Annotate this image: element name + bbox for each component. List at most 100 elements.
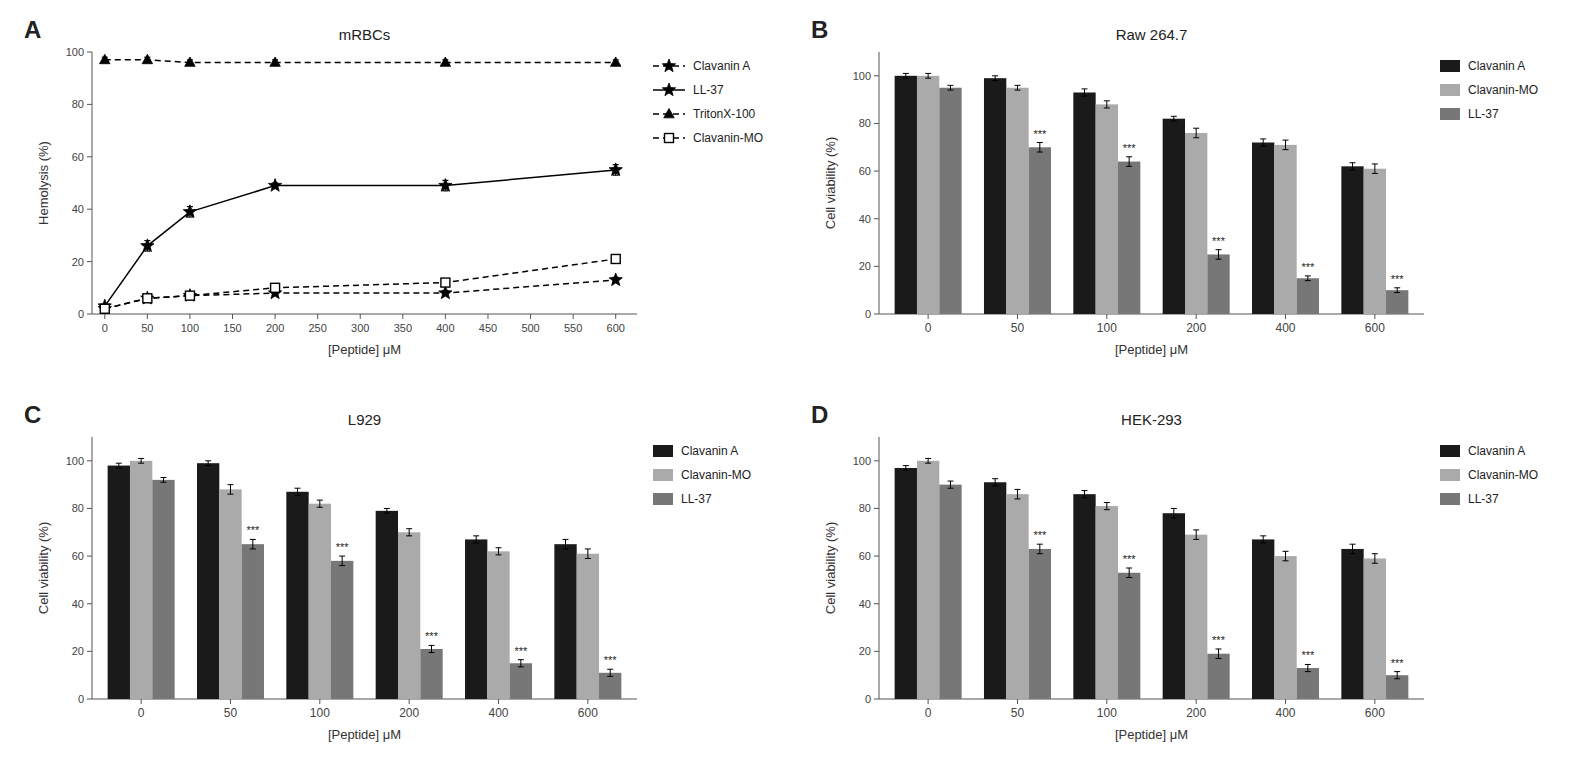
significance-marker: ***	[1212, 634, 1226, 646]
x-tick	[445, 314, 446, 319]
x-axis-label: [Peptide] μM	[328, 342, 401, 357]
error-bar-cap	[1193, 539, 1199, 540]
error-bar-cap	[1126, 166, 1132, 167]
legend: Clavanin AClavanin-MOLL-37	[653, 444, 751, 506]
y-tick-label: 40	[72, 598, 84, 610]
bar	[1252, 539, 1274, 699]
error-bar-cap	[607, 669, 613, 670]
error-bar-stem	[319, 500, 320, 507]
x-tick	[104, 314, 105, 319]
legend-label: LL-37	[681, 492, 712, 506]
y-tick	[874, 651, 879, 652]
x-tick-label: 0	[138, 706, 145, 720]
x-tick	[319, 699, 320, 704]
error-bar	[1305, 664, 1311, 671]
y-tick-label: 100	[853, 455, 871, 467]
point	[185, 291, 194, 300]
y-tick	[874, 556, 879, 557]
point	[268, 179, 281, 192]
error-bar-stem	[1173, 508, 1174, 518]
x-tick-label: 400	[1276, 321, 1296, 335]
error-bar	[1350, 163, 1356, 170]
panel: AmRBCs[Peptide] μMHemolysis (%)020406080…	[24, 16, 763, 357]
error-bar	[138, 458, 144, 463]
x-tick	[1196, 314, 1197, 319]
x-tick-label: 100	[1097, 321, 1117, 335]
error-bar-stem	[118, 463, 119, 468]
legend-label: Clavanin-MO	[693, 131, 763, 145]
point	[441, 278, 450, 287]
error-bar-cap	[317, 507, 323, 508]
error-bar-cap	[1081, 96, 1087, 97]
legend: Clavanin ALL-37TritonX-100Clavanin-MO	[653, 59, 763, 145]
error-bar-cap	[585, 548, 591, 549]
x-tick	[230, 699, 231, 704]
error-bar-cap	[992, 75, 998, 76]
y-tick-label: 40	[72, 203, 84, 215]
x-tick-label: 50	[1011, 706, 1025, 720]
error-bar-cap	[925, 73, 931, 74]
title: mRBCs	[339, 26, 391, 43]
legend-label: Clavanin A	[1468, 444, 1525, 458]
legend-label: LL-37	[693, 83, 724, 97]
error-bar-cap	[903, 470, 909, 471]
error-bar	[563, 539, 569, 549]
point	[440, 57, 450, 66]
plot-area	[108, 458, 622, 699]
bar	[286, 492, 308, 699]
point	[100, 54, 110, 63]
error-bar-cap	[1126, 156, 1132, 157]
figure: AmRBCs[Peptide] μMHemolysis (%)020406080…	[0, 0, 1575, 769]
bar	[1297, 278, 1319, 314]
error-bar-cap	[1283, 140, 1289, 141]
y-tick	[874, 123, 879, 124]
x-axis-label: [Peptide] μM	[1115, 727, 1188, 742]
error-bar	[1350, 544, 1356, 554]
error-bar	[1037, 143, 1043, 153]
bar	[984, 78, 1006, 314]
significance-marker: ***	[604, 654, 618, 666]
error-bar-cap	[205, 465, 211, 466]
error-bar-cap	[992, 478, 998, 479]
error-bar	[227, 485, 233, 495]
error-bar	[1171, 508, 1177, 518]
error-bar-cap	[1372, 163, 1378, 164]
x-tick	[928, 699, 929, 704]
bar	[554, 544, 576, 699]
bar	[1118, 573, 1140, 699]
x-tick-label: 200	[1186, 706, 1206, 720]
y-tick-label: 20	[72, 645, 84, 657]
y-tick	[87, 651, 92, 652]
y-axis-line	[92, 52, 93, 314]
error-bar-stem	[1352, 163, 1353, 170]
error-bar-cap	[1372, 553, 1378, 554]
error-bar-cap	[294, 495, 300, 496]
y-tick	[87, 603, 92, 604]
legend-marker	[662, 83, 675, 96]
legend-label: Clavanin-MO	[1468, 83, 1538, 97]
error-bar-cap	[1283, 551, 1289, 552]
error-bar	[473, 536, 479, 543]
y-tick-label: 0	[865, 308, 871, 320]
bar	[1252, 143, 1274, 314]
error-bar-stem	[520, 660, 521, 667]
x-tick	[487, 314, 488, 319]
x-tick	[498, 699, 499, 704]
legend-label: LL-37	[1468, 107, 1499, 121]
x-tick-label: 50	[224, 706, 238, 720]
error-bar	[429, 645, 435, 652]
error-bar-stem	[610, 669, 611, 676]
legend-swatch	[1440, 445, 1460, 457]
error-bar	[1193, 530, 1199, 540]
significance-marker: ***	[1391, 273, 1405, 285]
error-bar-cap	[227, 484, 233, 485]
panel-label: C	[24, 401, 41, 428]
error-bar-stem	[905, 73, 906, 78]
y-tick-label: 60	[859, 550, 871, 562]
error-bar	[406, 529, 412, 536]
error-bar-cap	[1260, 146, 1266, 147]
point	[271, 283, 280, 292]
x-tick	[275, 314, 276, 319]
bar	[331, 561, 353, 699]
y-tick-label: 20	[859, 260, 871, 272]
